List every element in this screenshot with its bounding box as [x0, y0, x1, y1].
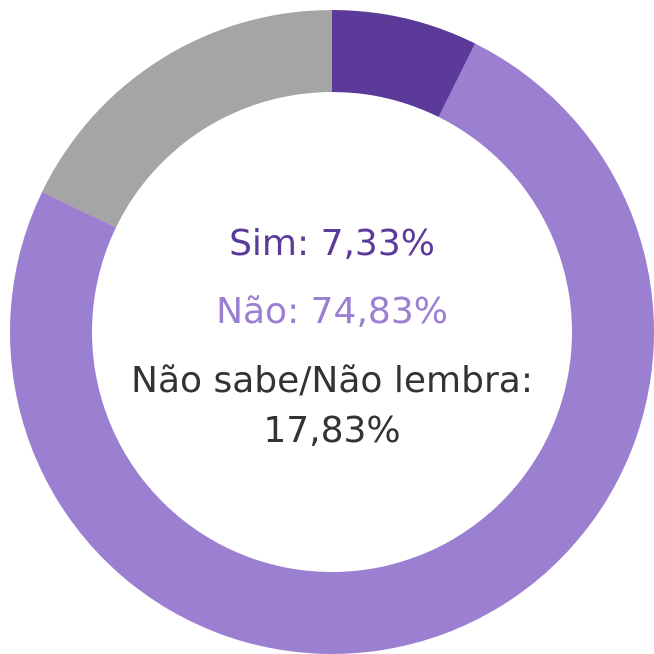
donut-segment	[332, 10, 476, 118]
value-label: 17,83%	[263, 410, 400, 451]
category: Não sabe/Não lembra	[131, 360, 521, 401]
separator: :	[287, 291, 311, 332]
label-nao-sabe: Não sabe/Não lembra:	[131, 360, 533, 401]
separator: :	[521, 360, 533, 401]
category: Sim	[229, 223, 297, 264]
value-label: 7,33%	[321, 223, 435, 264]
separator: :	[297, 223, 321, 264]
value-label: 74,83%	[311, 291, 448, 332]
label-nao: Não: 74,83%	[216, 291, 448, 332]
label-sim: Sim: 7,33%	[229, 223, 435, 264]
category: Não	[216, 291, 287, 332]
arcs	[10, 10, 654, 654]
donut-segment	[42, 10, 332, 228]
